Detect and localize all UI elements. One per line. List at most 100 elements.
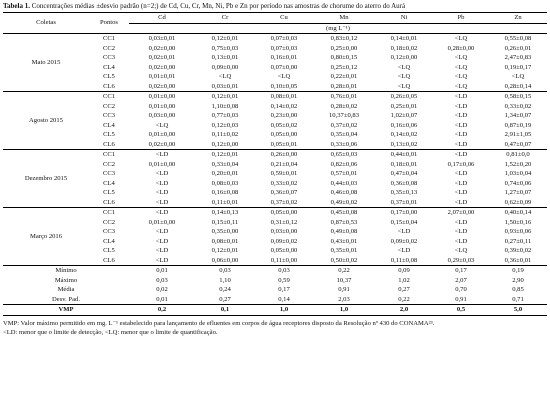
concentration-value: 2,47±0,83	[504, 54, 532, 61]
vmp-value: 0,5	[433, 304, 489, 316]
header-pb: Pb	[433, 12, 489, 23]
concentration-value: <LD	[155, 237, 169, 245]
table-row: CL4 0,02±0,00 0,09±0,00 0,07±0,00 0,25±0,12 <…	[3, 63, 547, 73]
table-body: Maio 2015 CC1 0,03±0,01 0,12±0,01 0,07±0,03 0…	[3, 33, 547, 316]
concentration-value: <LD	[454, 112, 468, 119]
stat-value: 0,22	[313, 265, 375, 276]
concentration-value: 0,26±0,00	[255, 149, 313, 160]
stat-value: 0,03	[255, 265, 313, 276]
concentration-value: <LD	[454, 237, 468, 245]
concentration-value: 0,03±0,00	[270, 228, 298, 235]
concentration-value: 0,07±0,03	[255, 33, 313, 44]
concentration-value: 0,08±0,01	[211, 237, 239, 245]
sample-point: CC2	[102, 218, 116, 226]
concentration-value: 0,06±0,00	[211, 256, 239, 264]
concentration-value: <LD	[454, 179, 468, 187]
vmp-value: 1,0	[255, 304, 313, 316]
sample-point: CL4	[103, 63, 115, 71]
concentration-value: <LD	[397, 228, 411, 235]
concentration-value: 0,36±0,08	[390, 179, 418, 187]
concentration-value: 0,19±0,17	[504, 63, 532, 71]
concentration-value: 0,09±0,02	[270, 237, 298, 245]
concentration-value: 0,13±0,01	[211, 54, 239, 61]
stat-value: 0,70	[455, 286, 467, 293]
concentration-value: 0,25±0,01	[390, 102, 418, 110]
concentration-value: <LQ	[397, 82, 411, 90]
concentration-value: 0,87±0,53	[330, 218, 358, 226]
vmp-value: 1,0	[313, 304, 375, 316]
concentration-value: <LQ	[454, 247, 468, 254]
sample-point: CC1	[89, 33, 129, 44]
collection-period: Dezembro 2015	[3, 149, 89, 208]
concentration-value: 0,93±0,06	[504, 228, 532, 235]
stat-value: 2,03	[338, 295, 350, 303]
concentration-value: 0,03±0,01	[211, 82, 239, 90]
table-row: CL5 <LD 0,12±0,01 0,05±0,00 0,35±0,01 <LD <LQ 0…	[3, 246, 547, 256]
stat-value: 0,03	[156, 276, 168, 284]
concentration-value: 0,02±0,00	[148, 63, 176, 71]
concentration-value: 0,02±0,00	[148, 140, 176, 148]
concentration-value: 0,87±0,19	[504, 121, 532, 129]
concentration-value: 0,43±0,01	[330, 237, 358, 245]
concentration-value: 0,83±0,12	[313, 33, 375, 44]
stat-value: 0,59	[278, 276, 290, 284]
concentration-value: 0,28±0,14	[504, 82, 532, 90]
concentration-value: <LD	[155, 247, 169, 254]
concentration-value: 0,27±0,11	[504, 237, 532, 245]
concentration-value: 0,36±0,01	[504, 256, 532, 264]
concentration-value: 0,11±0,00	[270, 256, 298, 264]
header-row: Coletas Pontos Cd Cr Cu Mn Ni Pb Zn	[3, 12, 547, 34]
concentration-value: 0,07±0,00	[270, 63, 298, 71]
concentration-value: 0,28±0,01	[330, 82, 358, 90]
concentration-value: 0,74±0,06	[504, 179, 532, 187]
concentration-value: 1,03±0,04	[504, 170, 532, 177]
stats-row: Média 0,02 0,24 0,17 0,91 0,27 0,70 0,85	[3, 285, 547, 295]
concentration-value: 0,02±0,00	[148, 82, 176, 90]
stats-row: Mínimo 0,01 0,03 0,03 0,22 0,09 0,17 0,19	[3, 265, 547, 276]
stat-value: 0,14	[278, 295, 290, 303]
header-cd: Cd	[129, 12, 195, 23]
sample-point: CL6	[103, 198, 115, 206]
concentration-value: <LQ	[155, 121, 169, 129]
header-mn: Mn	[313, 12, 375, 23]
concentration-value: 0,05±0,00	[270, 131, 298, 138]
concentration-value: 0,20±0,01	[211, 170, 239, 177]
concentration-value: 0,49±0,08	[330, 228, 358, 235]
sample-point: CL4	[103, 179, 115, 187]
concentration-value: 0,33±0,02	[504, 102, 532, 110]
stat-value: 2,07	[455, 276, 467, 284]
concentration-value: 0,33±0,06	[330, 140, 358, 148]
concentration-value: <LD	[454, 218, 468, 226]
sample-point: CC2	[102, 44, 116, 52]
concentration-value: 0,39±0,02	[504, 247, 532, 254]
concentration-value: 0,49±0,02	[330, 198, 358, 206]
concentration-value: 0,15±0,04	[390, 218, 418, 226]
concentration-value: 0,58±0,15	[489, 91, 547, 102]
concentration-value: 0,29±0,03	[447, 256, 475, 264]
concentration-value: 0,14±0,02	[270, 102, 298, 110]
table-row: Dezembro 2015 CC1 <LD 0,12±0,01 0,26±0,00 0,6…	[3, 149, 547, 208]
concentration-value: <LD	[129, 207, 195, 218]
concentration-value: 0,09±0,00	[211, 63, 239, 71]
concentration-value: 0,01±0,00	[148, 131, 176, 138]
concentration-value: 0,01±0,00	[148, 218, 176, 226]
concentration-value: 0,28±0,00	[447, 44, 475, 52]
footnote-vmp: VMP: Valor máximo permitido em mg. L⁻¹ e…	[3, 320, 435, 327]
caption-label: Tabela 1.	[3, 2, 30, 10]
concentration-value: 0,12±0,01	[195, 149, 255, 160]
concentration-value: 0,23±0,00	[270, 112, 298, 119]
concentration-value: 0,82±0,06	[330, 160, 358, 168]
concentration-value: 0,01±0,01	[148, 73, 176, 80]
concentration-value: 0,40±0,14	[489, 207, 547, 218]
collection-period: Agosto 2015	[3, 91, 89, 150]
sample-point: CC1	[89, 91, 129, 102]
concentration-value: 0,07±0,03	[270, 44, 298, 52]
sample-point: CL5	[103, 189, 115, 196]
concentration-value: 0,37±0,02	[330, 121, 358, 129]
sample-point: CL4	[103, 121, 115, 129]
concentration-value: 0,03±0,01	[129, 33, 195, 44]
concentration-value: 0,25±0,12	[330, 63, 358, 71]
concentration-value: 0,17±0,06	[447, 160, 475, 168]
concentration-value: 0,62±0,09	[504, 198, 532, 206]
stat-value: 0,09	[375, 265, 433, 276]
